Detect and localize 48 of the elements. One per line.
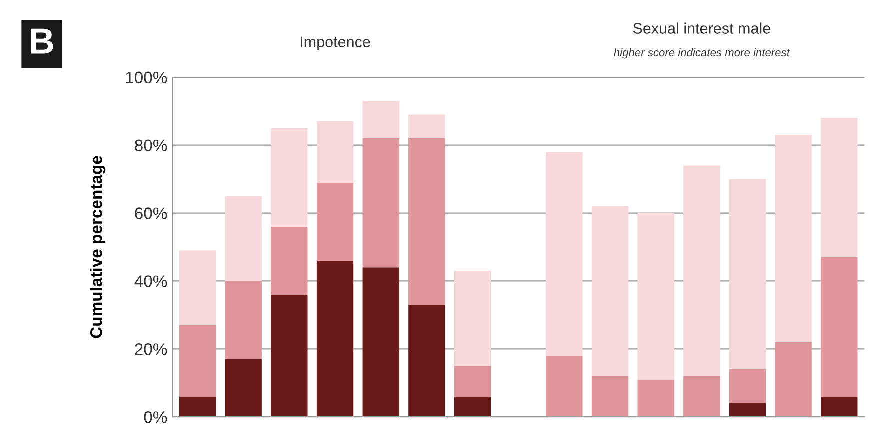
bar [638, 380, 674, 418]
bar [179, 325, 216, 397]
y-axis-title: Cumulative percentage [90, 156, 106, 338]
text: higher score indicates more interest [614, 48, 790, 59]
bar [271, 128, 308, 227]
bar [271, 226, 308, 295]
bar [408, 138, 446, 305]
y-tick-label: 40% [134, 276, 168, 288]
bar [546, 356, 583, 418]
text: Sexual interest male [633, 22, 770, 34]
bar [225, 359, 262, 418]
y-tick-label: 80% [135, 140, 168, 152]
y-tick-label: 60% [135, 208, 168, 220]
bar [546, 152, 583, 356]
bar [638, 213, 674, 380]
bar [729, 370, 766, 404]
bar [592, 376, 629, 418]
bar [316, 260, 354, 418]
bar [592, 206, 629, 376]
bar [684, 376, 720, 418]
y-tick-label: 100% [126, 72, 168, 84]
bar [821, 257, 858, 397]
bar [362, 138, 400, 268]
bar [729, 179, 766, 370]
text: B [31, 28, 54, 54]
bar [729, 404, 766, 418]
bar [408, 114, 446, 139]
bar [775, 342, 812, 418]
bar [821, 118, 858, 258]
bar [408, 305, 446, 418]
y-tick-label: 20% [135, 344, 168, 356]
bar [454, 366, 492, 397]
bar [225, 196, 262, 282]
bar [454, 271, 492, 366]
bar [225, 281, 262, 360]
y-tick-label: 0% [144, 412, 168, 424]
bar [362, 268, 400, 418]
bar [316, 122, 354, 183]
bar [454, 396, 492, 418]
bar [179, 250, 216, 326]
bar [821, 396, 858, 418]
bar [271, 294, 308, 418]
bar [362, 101, 400, 139]
bar [684, 166, 720, 376]
text: Impotence [301, 36, 370, 51]
bar [775, 135, 812, 342]
bar [316, 182, 354, 261]
bar [179, 396, 216, 418]
